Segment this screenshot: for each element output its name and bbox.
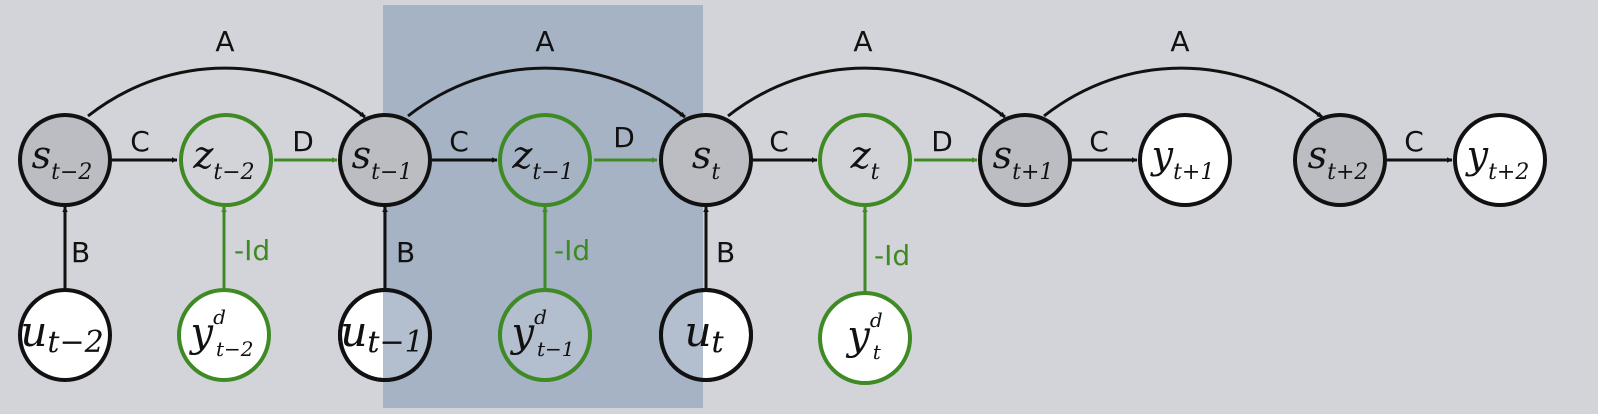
svg-text:zt: zt: [850, 133, 880, 185]
svg-text:ydt−2: yd t−2: [189, 305, 254, 361]
node-sub: t−1: [532, 160, 573, 185]
svg-text:st: st: [692, 133, 721, 185]
node-main: y: [189, 310, 215, 356]
a-arcs: [87, 66, 1323, 119]
node-main: y: [1150, 133, 1174, 177]
node-sub: t−2: [47, 325, 103, 360]
arc-s_t+1-to-s_t+2: [1043, 66, 1323, 119]
node-z_t: zt: [818, 113, 912, 207]
node-main: s: [993, 133, 1013, 177]
label-a-3: A: [853, 25, 872, 58]
arc-s_t-to-s_t+1: [727, 66, 1006, 119]
node-sub: t: [712, 325, 725, 360]
label-c-1: C: [130, 125, 150, 158]
label-yd_t-1-front: yd t−1: [510, 305, 575, 361]
node-sub: t+2: [1488, 160, 1529, 185]
band-overlay-yd_t-1: [500, 290, 590, 380]
node-s_t: st: [659, 113, 753, 207]
label-c-2: C: [449, 125, 469, 158]
label-negid-3: -Id: [874, 239, 910, 272]
node-sup: d: [870, 308, 883, 332]
node-main: u: [20, 307, 47, 356]
svg-text:st−1: st−1: [352, 133, 413, 185]
label-negid-2: -Id: [554, 234, 590, 267]
node-main: s: [1308, 133, 1328, 177]
node-z_t-1: zt−1: [498, 113, 592, 207]
node-s_t-2: st−2: [18, 113, 112, 207]
band-overlay-u_t-1: [383, 290, 430, 380]
node-main: y: [1465, 133, 1489, 177]
band-overlay-u_t: [661, 290, 703, 380]
svg-text:zt−1: zt−1: [511, 133, 573, 185]
label-a-1: A: [215, 25, 234, 58]
svg-text:ut−2: ut−2: [20, 307, 103, 360]
node-u_t-2: ut−2: [18, 288, 112, 382]
arc-s_t-2-to-s_t-1: [87, 66, 366, 119]
node-y_t+1: yt+1: [1138, 113, 1232, 207]
node-s_t+2: st+2: [1293, 113, 1387, 207]
label-b-1: B: [71, 236, 90, 269]
svg-text:st+2: st+2: [1308, 133, 1369, 185]
node-sub: t−1: [371, 160, 412, 185]
label-b-3: B: [716, 236, 735, 269]
svg-text:yt+1: yt+1: [1150, 133, 1215, 185]
node-s_t+1: st+1: [978, 113, 1072, 207]
node-main: s: [352, 133, 372, 177]
label-c-4: C: [1089, 125, 1109, 158]
label-negid-1: -Id: [234, 234, 270, 267]
label-d-3: D: [931, 125, 953, 158]
node-yd_t: yd t: [818, 291, 912, 385]
node-sub: t+1: [1012, 160, 1053, 185]
node-yd_t-2: yd t−2: [177, 288, 271, 382]
node-main: z: [511, 133, 533, 177]
node-y_t+2: yt+2: [1453, 113, 1547, 207]
label-c-3: C: [769, 125, 789, 158]
svg-text:st+1: st+1: [993, 133, 1054, 185]
label-a-2: A: [535, 25, 554, 58]
node-main: s: [692, 133, 712, 177]
node-main: z: [850, 133, 872, 177]
node-sub: t: [871, 160, 880, 185]
label-d-1: D: [292, 125, 314, 158]
svg-text:ydt: yd t: [845, 308, 882, 364]
svg-text:yt+2: yt+2: [1465, 133, 1530, 185]
node-sub: t−2: [51, 160, 92, 185]
label-b-2: B: [396, 236, 415, 269]
node-main: z: [192, 133, 214, 177]
node-sub: t−2: [213, 160, 254, 185]
label-u_t-front: ut: [684, 307, 724, 360]
node-s_t-1: st−1: [338, 113, 432, 207]
label-a-4: A: [1170, 25, 1189, 58]
label-c-5: C: [1404, 125, 1424, 158]
arc-s_t-1-to-s_t: [407, 66, 686, 119]
label-u_t-1-front: ut−1: [340, 307, 423, 360]
node-z_t-2: zt−2: [179, 113, 273, 207]
node-main: y: [845, 313, 871, 359]
node-sub: t: [711, 160, 720, 185]
node-sub: t−2: [216, 337, 254, 361]
svg-text:st−2: st−2: [32, 133, 93, 185]
node-sub: t+1: [1173, 160, 1214, 185]
node-sub: t+2: [1327, 160, 1368, 185]
node-sup: d: [213, 305, 226, 329]
label-d-2: D: [613, 121, 635, 154]
svg-text:zt−2: zt−2: [192, 133, 254, 185]
node-sub: t: [873, 340, 882, 364]
node-main: s: [32, 133, 52, 177]
